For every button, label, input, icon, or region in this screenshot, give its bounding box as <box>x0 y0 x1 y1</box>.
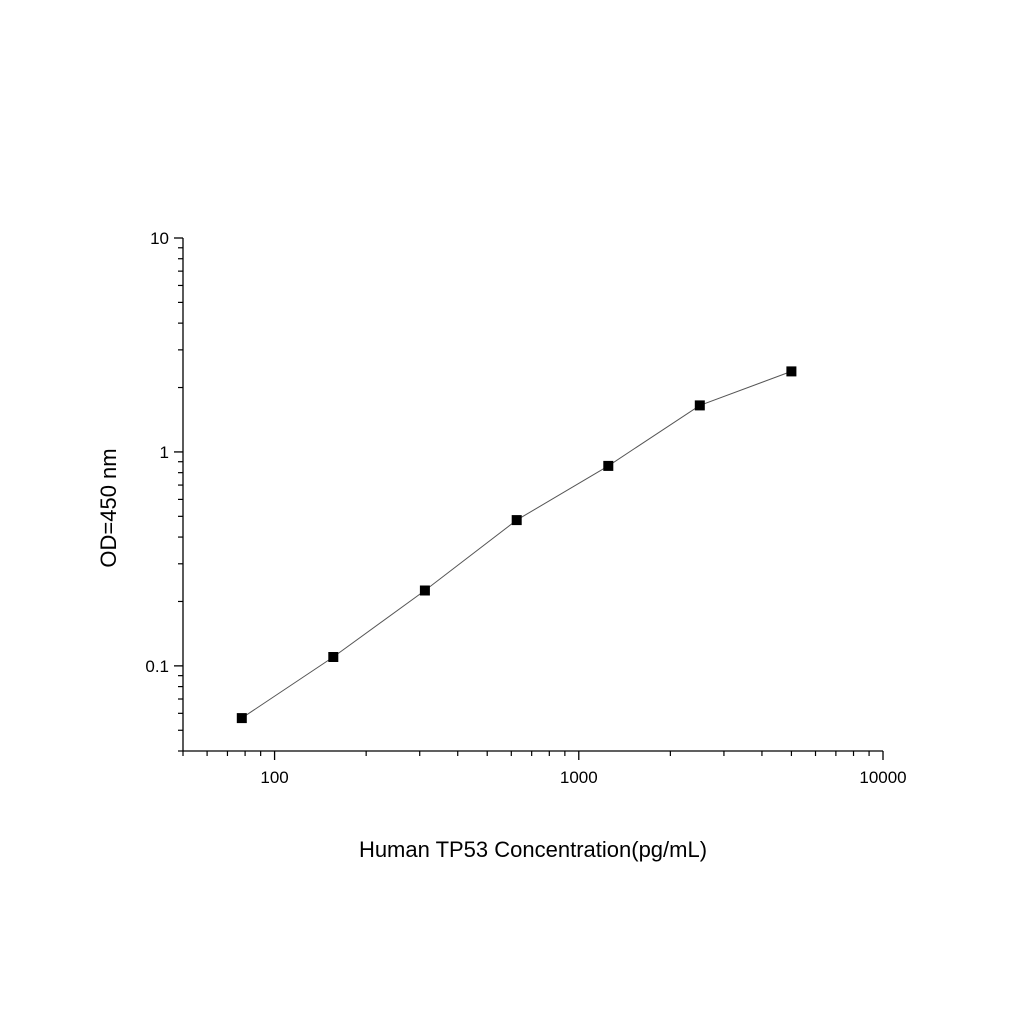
x-tick-label: 1000 <box>560 768 598 787</box>
data-point <box>694 400 705 411</box>
series-line <box>241 370 792 719</box>
y-tick-label: 0.1 <box>145 657 169 676</box>
y-axis-title: OD=450 nm <box>96 448 121 567</box>
x-axis-title: Human TP53 Concentration(pg/mL) <box>359 837 707 862</box>
y-tick-label: 1 <box>160 443 169 462</box>
data-point <box>511 515 522 526</box>
y-tick-label: 10 <box>150 229 169 248</box>
data-point <box>236 713 247 724</box>
axes: 100 1000 10000 0.1 1 10 <box>145 229 906 787</box>
data-point <box>603 460 614 471</box>
series-layer <box>236 366 797 724</box>
data-point <box>786 366 797 377</box>
x-tick-label: 10000 <box>859 768 906 787</box>
data-point <box>328 652 339 662</box>
data-point <box>419 585 430 596</box>
x-tick-label: 100 <box>260 768 288 787</box>
